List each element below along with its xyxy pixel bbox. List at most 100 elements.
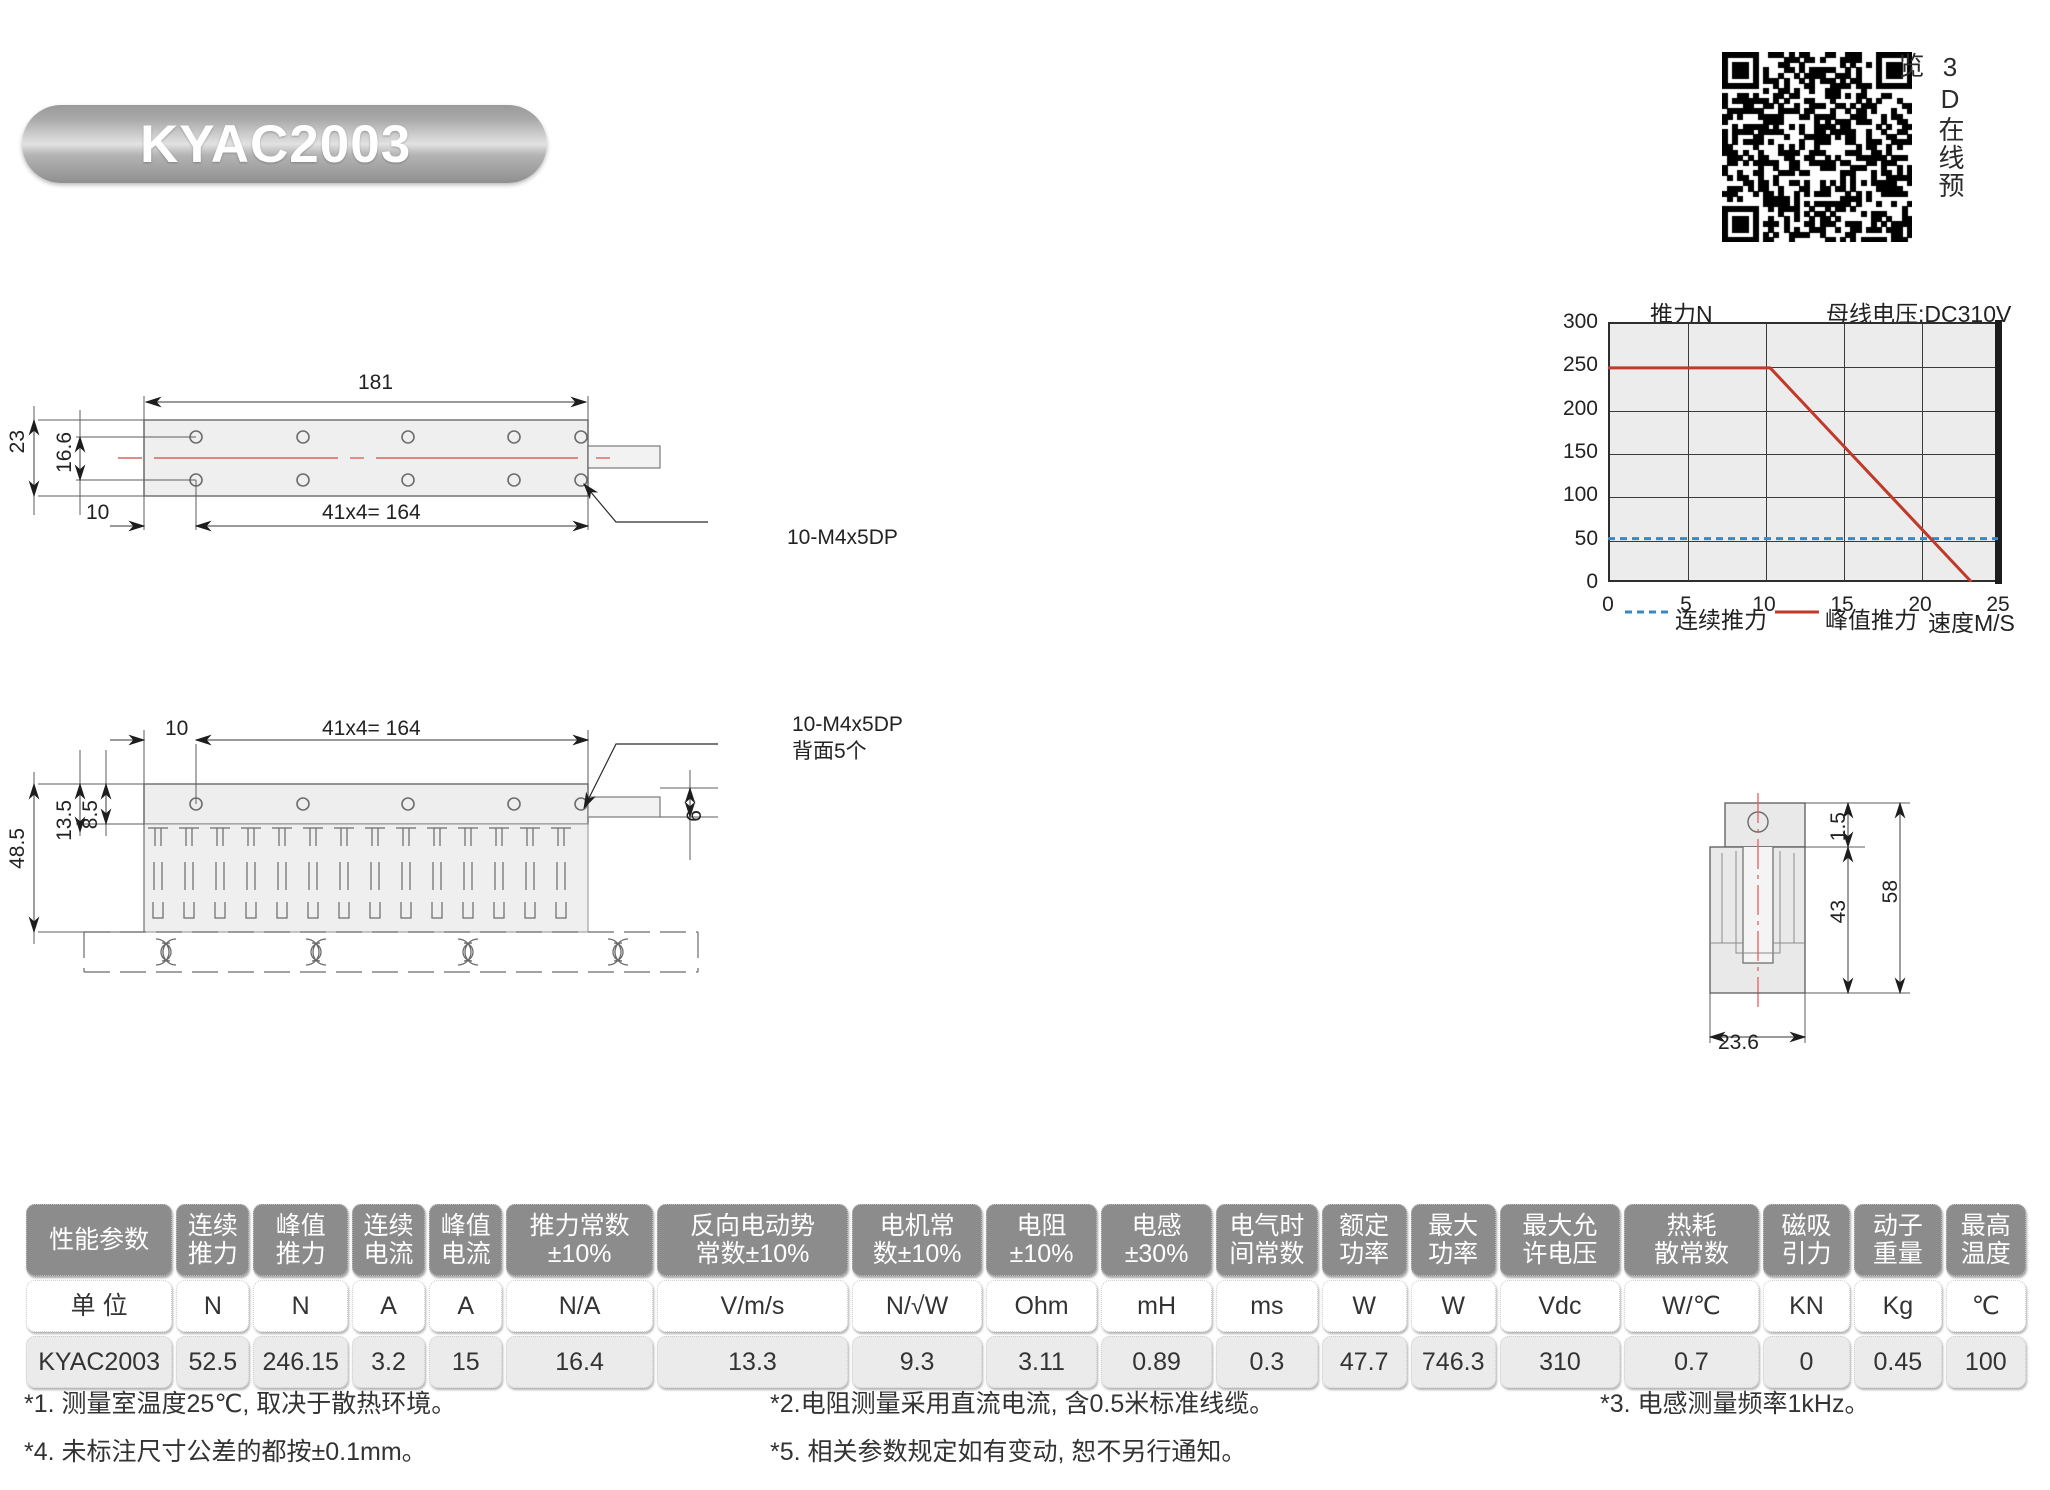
- chart-x-axis-title: 速度M/S: [1928, 610, 2015, 636]
- chart-x-tick: 10: [1752, 593, 1776, 616]
- chart-gridline-h: [1610, 367, 1996, 369]
- dim-mid-h2: 8.5: [79, 800, 102, 830]
- table-header-cell: 连续 推力: [176, 1204, 250, 1276]
- table-header-cell: 动子 重量: [1854, 1204, 1942, 1276]
- chart-x-tick: 5: [1680, 593, 1692, 616]
- table-header-cell: 最大允 许电压: [1499, 1204, 1621, 1276]
- model-title-pill: KYAC2003: [22, 105, 547, 183]
- table-unit-cell: KN: [1762, 1280, 1851, 1332]
- table-unit-cell: W: [1410, 1280, 1496, 1332]
- table-unit-cell: ms: [1216, 1280, 1318, 1332]
- callout-mid-thread-line1: 10-M4x5DP: [792, 713, 903, 736]
- table-header-cell: 电气时 间常数: [1216, 1204, 1318, 1276]
- chart-gridline-v: [1922, 324, 1923, 580]
- table-data-cell: 13.3: [656, 1336, 849, 1388]
- dim-section-inner: 43: [1827, 900, 1850, 924]
- legend-label-peak: 峰值推力: [1825, 607, 1917, 633]
- table-data-cell: 16.4: [506, 1336, 653, 1388]
- table-unit-cell: Ohm: [986, 1280, 1098, 1332]
- table-unit-cell: W: [1321, 1280, 1407, 1332]
- chart-legend-swatches: [1625, 610, 1819, 614]
- table-data-cell: 9.3: [852, 1336, 983, 1388]
- dim-mid-total-height: 48.5: [6, 828, 29, 869]
- chart-gridline-v: [1688, 324, 1689, 580]
- qr-label: 3D在线预览: [1895, 52, 1965, 200]
- chart-x-tick: 15: [1830, 593, 1854, 616]
- chart-series-1: [1608, 366, 1973, 582]
- chart-y-tick: 50: [1574, 526, 1598, 550]
- footnote-5: *5. 相关参数规定如有变动, 恕不另行通知。: [770, 1438, 1247, 1466]
- table-unit-cell: N: [253, 1280, 348, 1332]
- table-header-cell: 最大 功率: [1410, 1204, 1496, 1276]
- table-data-cell: 0.3: [1216, 1336, 1318, 1388]
- table-data-cell: 746.3: [1410, 1336, 1496, 1388]
- table-header-cell: 额定 功率: [1321, 1204, 1407, 1276]
- chart-right-spine: [1995, 320, 2002, 584]
- table-unit-cell: 单 位: [26, 1280, 173, 1332]
- drawing-top-view: [28, 396, 708, 532]
- dim-section-top-gap: 1.5: [1827, 812, 1850, 842]
- table-header-cell: 磁吸 引力: [1762, 1204, 1851, 1276]
- footnote-2: *2.电阻测量采用直流电流, 含0.5米标准线缆。: [770, 1390, 1275, 1418]
- table-data-cell: 0: [1762, 1336, 1851, 1388]
- table-unit-row: 单 位 N N A A N/A V/m/s N/√W Ohm mH ms W W Vdc W/℃ KN Kg ℃: [26, 1280, 2026, 1332]
- table-data-cell: 3.2: [351, 1336, 426, 1388]
- callout-mid-thread-line2: 背面5个: [792, 740, 867, 763]
- legend-label-continuous: 连续推力: [1675, 607, 1767, 633]
- chart-gridline-v: [1844, 324, 1845, 580]
- dim-top-length: 181: [358, 371, 394, 394]
- table-header-cell: 推力常数 ±10%: [506, 1204, 653, 1276]
- table-data-cell: 100: [1945, 1336, 2026, 1388]
- table-data-cell: 0.89: [1101, 1336, 1213, 1388]
- dim-mid-edge-offset: 10: [165, 717, 189, 740]
- table-unit-cell: mH: [1101, 1280, 1213, 1332]
- chart-y-tick: 300: [1562, 310, 1598, 333]
- table-header-cell: 峰值 电流: [429, 1204, 503, 1276]
- table-unit-cell: V/m/s: [656, 1280, 849, 1332]
- chart-x-tick: 20: [1908, 593, 1932, 616]
- chart-series-layer: [1608, 366, 1998, 582]
- table-unit-cell: W/℃: [1624, 1280, 1759, 1332]
- table-data-cell: 0.7: [1624, 1336, 1759, 1388]
- dim-top-height: 23: [6, 430, 29, 454]
- table-data-cell: 0.45: [1854, 1336, 1942, 1388]
- table-unit-cell: N/√W: [852, 1280, 983, 1332]
- table-header-cell: 反向电动势 常数±10%: [656, 1204, 849, 1276]
- page-title: KYAC2003: [140, 114, 412, 174]
- table-unit-cell: Kg: [1854, 1280, 1942, 1332]
- chart-y-tick: 150: [1562, 440, 1598, 463]
- table-header-cell: 电感 ±30%: [1101, 1204, 1213, 1276]
- dim-mid-cable: 6: [683, 810, 706, 822]
- table-header-row: 性能参数 连续 推力 峰值 推力 连续 电流 峰值 电流 推力常数 ±10% 反向电动势 常数±10% 电…: [26, 1204, 2026, 1276]
- drawing-front-view: [28, 730, 718, 973]
- table-data-cell: 3.11: [986, 1336, 1098, 1388]
- qr-code[interactable]: [1722, 52, 1912, 242]
- dim-section-width: 23.6: [1718, 1031, 1759, 1054]
- table-header-cell: 电阻 ±10%: [986, 1204, 1098, 1276]
- table-data-cell: 310: [1499, 1336, 1621, 1388]
- chart-gridline-h: [1610, 497, 1996, 499]
- table-unit-cell: A: [429, 1280, 503, 1332]
- footnote-4: *4. 未标注尺寸公差的都按±0.1mm。: [24, 1438, 427, 1466]
- chart-y-tick: 250: [1562, 353, 1598, 377]
- table-row: KYAC2003 52.5 246.15 3.2 15 16.4 13.3 9.3 3.11 0.…: [26, 1336, 2026, 1388]
- table-unit-cell: A: [351, 1280, 426, 1332]
- chart-gridline-v: [1766, 324, 1767, 580]
- table-unit-cell: N: [176, 1280, 250, 1332]
- table-unit-cell: ℃: [1945, 1280, 2026, 1332]
- dim-mid-pitch: 41x4= 164: [322, 717, 421, 740]
- dim-mid-h1: 13.5: [53, 800, 76, 841]
- chart-x-tick: 25: [1986, 593, 2010, 616]
- footnote-1: *1. 测量室温度25℃, 取决于散热环境。: [24, 1390, 457, 1418]
- chart-y-tick: 200: [1562, 396, 1598, 420]
- dim-top-edge-offset: 10: [86, 501, 110, 524]
- chart-x-tick: 0: [1602, 593, 1614, 616]
- chart-gridline-h: [1610, 540, 1996, 542]
- table-header-cell: 性能参数: [26, 1204, 173, 1276]
- table-data-cell: 47.7: [1321, 1336, 1407, 1388]
- callout-top-thread: 10-M4x5DP: [787, 526, 898, 549]
- table-data-cell: 52.5: [176, 1336, 250, 1388]
- force-speed-chart: [1608, 320, 2002, 584]
- dim-top-hole-height: 16.6: [53, 432, 76, 473]
- table-header-cell: 连续 电流: [351, 1204, 426, 1276]
